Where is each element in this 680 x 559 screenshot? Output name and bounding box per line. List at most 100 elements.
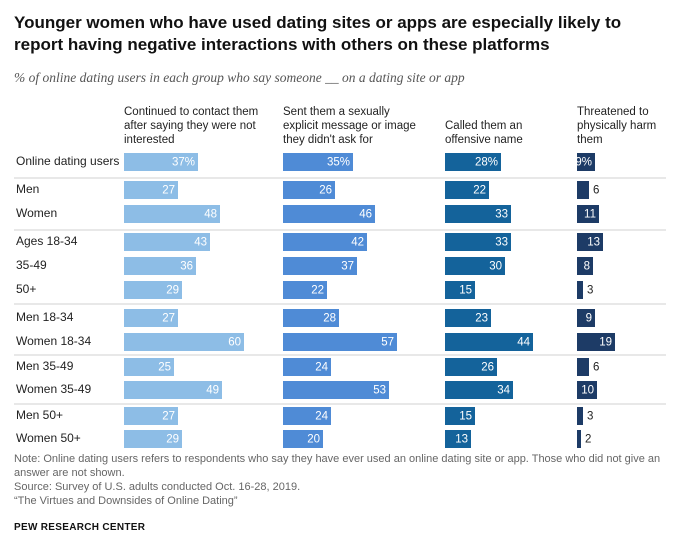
bar [283,381,389,399]
source: PEW RESEARCH CENTER [14,522,146,533]
value-label: 22 [473,185,486,197]
bar [445,430,471,448]
value-label: 36 [180,261,193,273]
bar [283,333,397,351]
value-label: 33 [495,209,508,221]
value-label: 53 [373,385,386,397]
bar [283,257,357,275]
bar [124,281,182,299]
bar [283,153,353,171]
bar [283,358,331,376]
value-label: 3 [587,411,593,423]
value-label: 26 [481,362,494,374]
series-header: Threatened to physically harm them [577,106,657,146]
value-label: 2 [585,434,591,446]
value-label: 27 [162,411,175,423]
bar [577,430,581,448]
value-label: 9% [575,157,592,169]
value-label: 60 [228,337,241,349]
bar [283,309,339,327]
bar [577,381,597,399]
series-header: Called them an offensive name [445,120,523,146]
value-label: 15 [459,411,472,423]
value-label: 13 [587,237,600,249]
value-label: 28% [475,157,498,169]
bar [283,281,327,299]
category-label: Women 18-34 [16,334,91,348]
bar [577,309,595,327]
value-label: 43 [194,237,207,249]
bar [445,309,491,327]
note: Source: Survey of U.S. adults conducted … [14,481,301,493]
bar [124,181,178,199]
value-label: 10 [581,385,594,397]
value-label: 20 [307,434,320,446]
category-label: 50+ [16,282,36,296]
bar [283,233,367,251]
value-label: 9 [586,313,592,325]
value-label: 42 [351,237,364,249]
value-label: 23 [475,313,488,325]
bar [577,281,583,299]
bar [124,381,222,399]
bar [445,257,505,275]
value-label: 30 [489,261,502,273]
value-label: 11 [584,209,596,221]
value-label: 37% [172,157,195,169]
value-label: 27 [162,313,175,325]
bar [577,358,589,376]
value-label: 3 [587,285,593,297]
bar [445,358,497,376]
series-header: Sent them a sexually explicit message or… [283,106,416,146]
bar [283,407,331,425]
bar [445,281,475,299]
bar [577,205,599,223]
value-label: 15 [459,285,472,297]
category-label: Ages 18-34 [16,234,78,248]
bar [124,407,178,425]
category-label: Men 50+ [16,408,63,422]
value-label: 24 [315,411,328,423]
bar [283,205,375,223]
value-label: 46 [359,209,372,221]
category-label: Men [16,182,39,196]
category-label: Men 35-49 [16,359,74,373]
bar [124,333,244,351]
bar [124,205,220,223]
note: “The Virtues and Downsides of Online Dat… [14,495,238,507]
bar [283,430,323,448]
value-label: 6 [593,362,599,374]
value-label: 37 [341,261,354,273]
bar [577,181,589,199]
bar [445,233,511,251]
value-label: 35% [327,157,350,169]
value-label: 13 [455,434,468,446]
category-label: 35-49 [16,258,47,272]
bar [577,333,615,351]
bar [124,430,182,448]
value-label: 28 [323,313,336,325]
value-label: 27 [162,185,175,197]
value-label: 8 [584,261,590,273]
value-label: 22 [311,285,324,297]
value-label: 34 [497,385,510,397]
bar [124,358,174,376]
bar [577,153,595,171]
category-label: Women 35-49 [16,382,91,396]
note: Note: Online dating users refers to resp… [14,453,661,479]
value-label: 44 [517,337,530,349]
value-label: 19 [599,337,612,349]
value-label: 49 [206,385,219,397]
bar [445,181,489,199]
category-label: Women [16,206,57,220]
category-label: Women 50+ [16,431,81,445]
value-label: 33 [495,237,508,249]
bar [577,407,583,425]
bar [445,153,501,171]
value-label: 25 [158,362,171,374]
bar [124,309,178,327]
value-label: 57 [381,337,394,349]
value-label: 26 [319,185,332,197]
